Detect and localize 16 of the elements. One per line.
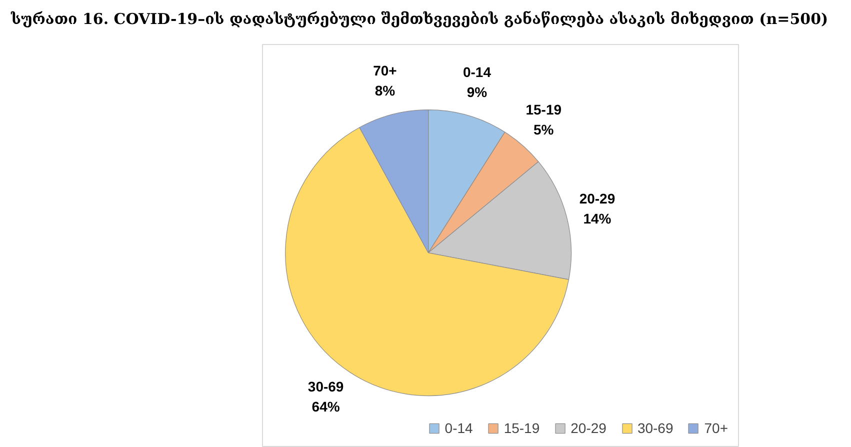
slice-label: 20-29 <box>579 190 616 207</box>
legend-label: 20-29 <box>570 420 606 436</box>
data-label: 14% <box>583 210 612 227</box>
data-label: 8% <box>374 82 396 99</box>
data-label: 9% <box>466 84 488 100</box>
legend-label: 0-14 <box>444 420 473 436</box>
chart-title: სურათი 16. COVID-19–ის დადასტურებული შემთხვევების განაწილება ასაკის მიხედვით (n=500) <box>11 9 828 30</box>
slice-label: 70+ <box>373 62 397 79</box>
slice-label: 0-14 <box>462 64 492 80</box>
legend-label: 15-19 <box>504 420 540 436</box>
legend-label: 30-69 <box>637 420 674 436</box>
legend-label: 70+ <box>704 420 728 436</box>
data-label: 64% <box>312 398 340 415</box>
slice-label: 30-69 <box>308 378 344 395</box>
data-label: 5% <box>534 121 554 138</box>
slice-label: 15-19 <box>526 101 562 118</box>
